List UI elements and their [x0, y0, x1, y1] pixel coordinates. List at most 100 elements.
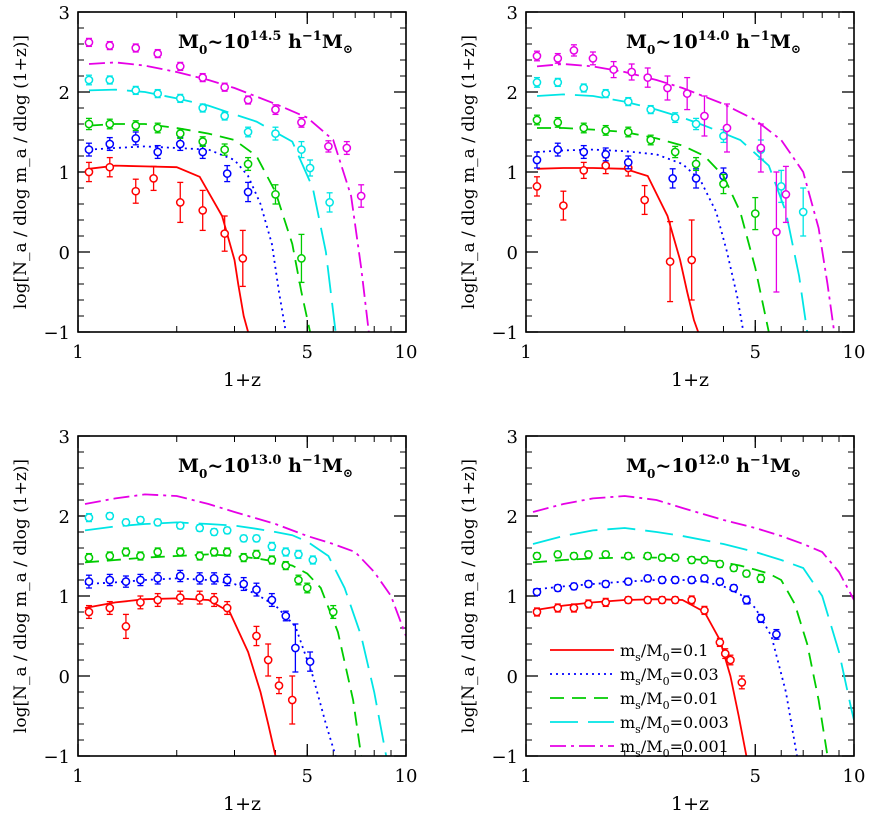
data-point [105, 551, 115, 561]
data-point [627, 67, 637, 77]
data-point [729, 563, 739, 573]
panel-title: M0~1014.5 h−1M⊙ [178, 29, 353, 57]
data-point [623, 127, 633, 137]
legend-text-value: =0.03 [670, 665, 719, 684]
legend-text-prefix: m [620, 713, 635, 732]
legend-text-prefix: m [620, 641, 635, 660]
y-tick-label: 3 [507, 427, 518, 448]
data-point [84, 145, 94, 154]
data-point [195, 523, 205, 533]
x-tick-label: 5 [750, 766, 761, 787]
plot-frame [525, 11, 855, 333]
data-point [195, 551, 205, 561]
data-point [691, 174, 701, 183]
x-tick-label: 1 [72, 766, 83, 787]
data-point [84, 119, 94, 129]
data-point [84, 38, 94, 47]
data-point [609, 65, 618, 74]
data-point [84, 513, 94, 522]
data-point [324, 142, 333, 151]
x-tick-label: 1 [520, 342, 531, 363]
plot-frame [525, 435, 855, 757]
legend-text-mid: /M [641, 689, 663, 708]
data-point [737, 678, 747, 687]
series-line-1 [84, 597, 277, 756]
y-tick-label: 1 [507, 587, 518, 608]
panel-title-sub: 0 [647, 43, 655, 57]
data-point [84, 553, 94, 562]
legend-text-sub: s [635, 723, 641, 736]
panel-title-M: M [770, 455, 791, 477]
data-point [121, 577, 131, 586]
data-point [136, 598, 145, 607]
data-point [271, 190, 280, 199]
panel-4: 1 5 10 −1 0 1 2 3 1+z log[N_a / dlog m_a / dlog (… [459, 427, 865, 815]
legend-text-value: =0.01 [670, 689, 719, 708]
data-point [781, 190, 791, 199]
panel-title-sun: ⊙ [343, 42, 353, 56]
panel-title-exp: 14.5 [250, 29, 282, 44]
panel-title-sub: 0 [647, 467, 655, 481]
legend-label-5: ms/M0=0.001 [620, 737, 729, 760]
data-point [569, 46, 579, 55]
data-point [691, 159, 701, 169]
data-point [623, 551, 633, 561]
plot-area [84, 37, 370, 332]
data-point [691, 119, 701, 129]
plot-area [532, 44, 836, 332]
data-point [287, 695, 297, 705]
data-point [105, 139, 115, 149]
panel-title-exp: 13.0 [250, 453, 282, 468]
data-point [532, 551, 542, 561]
data-point [297, 254, 306, 263]
y-tick-label: −1 [43, 323, 70, 344]
y-tick-label: 0 [59, 667, 70, 688]
y-axis-label: log[N_a / dlog m_a / dlog (1+z)] [459, 459, 479, 733]
data-point [729, 583, 739, 593]
y-tick-label: 3 [59, 427, 70, 448]
series-line-1 [532, 598, 748, 756]
panel-title-sub: 0 [199, 467, 207, 481]
data-point [252, 631, 261, 641]
y-axis-label: log[N_a / dlog m_a / dlog (1+z)] [459, 35, 479, 309]
data-point [105, 603, 115, 613]
data-point [553, 78, 563, 87]
legend-text-sub2: 0 [663, 723, 670, 736]
panel-title: M0~1013.0 h−1M⊙ [178, 453, 353, 481]
legend-text-sub2: 0 [663, 651, 670, 664]
data-point [131, 43, 141, 53]
data-point [131, 121, 141, 130]
data-point [198, 206, 208, 215]
data-point [175, 547, 185, 557]
data-point [687, 595, 697, 605]
series-line-4 [88, 88, 337, 332]
panel-title-units_exp: −1 [302, 29, 322, 44]
data-point [750, 209, 760, 218]
legend-text-sub2: 0 [663, 747, 670, 760]
data-point [772, 630, 781, 639]
data-point [623, 158, 633, 167]
data-point [601, 598, 611, 607]
data-point [84, 577, 94, 586]
data-point [623, 577, 633, 586]
data-point [670, 595, 680, 605]
legend-text-value: =0.1 [670, 641, 709, 660]
data-point [700, 111, 709, 121]
panel-title-units_exp: −1 [750, 29, 770, 44]
panel-title-exp: 14.0 [698, 29, 730, 44]
data-point [532, 155, 542, 165]
y-tick-label: −1 [491, 323, 518, 344]
data-point [222, 169, 232, 178]
data-point [772, 227, 781, 237]
data-point [722, 123, 732, 133]
data-point [756, 614, 766, 623]
data-point [584, 550, 593, 559]
series-line-3 [88, 123, 311, 332]
x-tick-label: 1 [520, 766, 531, 787]
panel-title-units_exp: −1 [750, 453, 770, 468]
data-point [720, 649, 730, 658]
legend-text-mid: /M [641, 713, 663, 732]
panel-title-main: M [626, 455, 647, 477]
panel-title-units: h [729, 455, 750, 477]
